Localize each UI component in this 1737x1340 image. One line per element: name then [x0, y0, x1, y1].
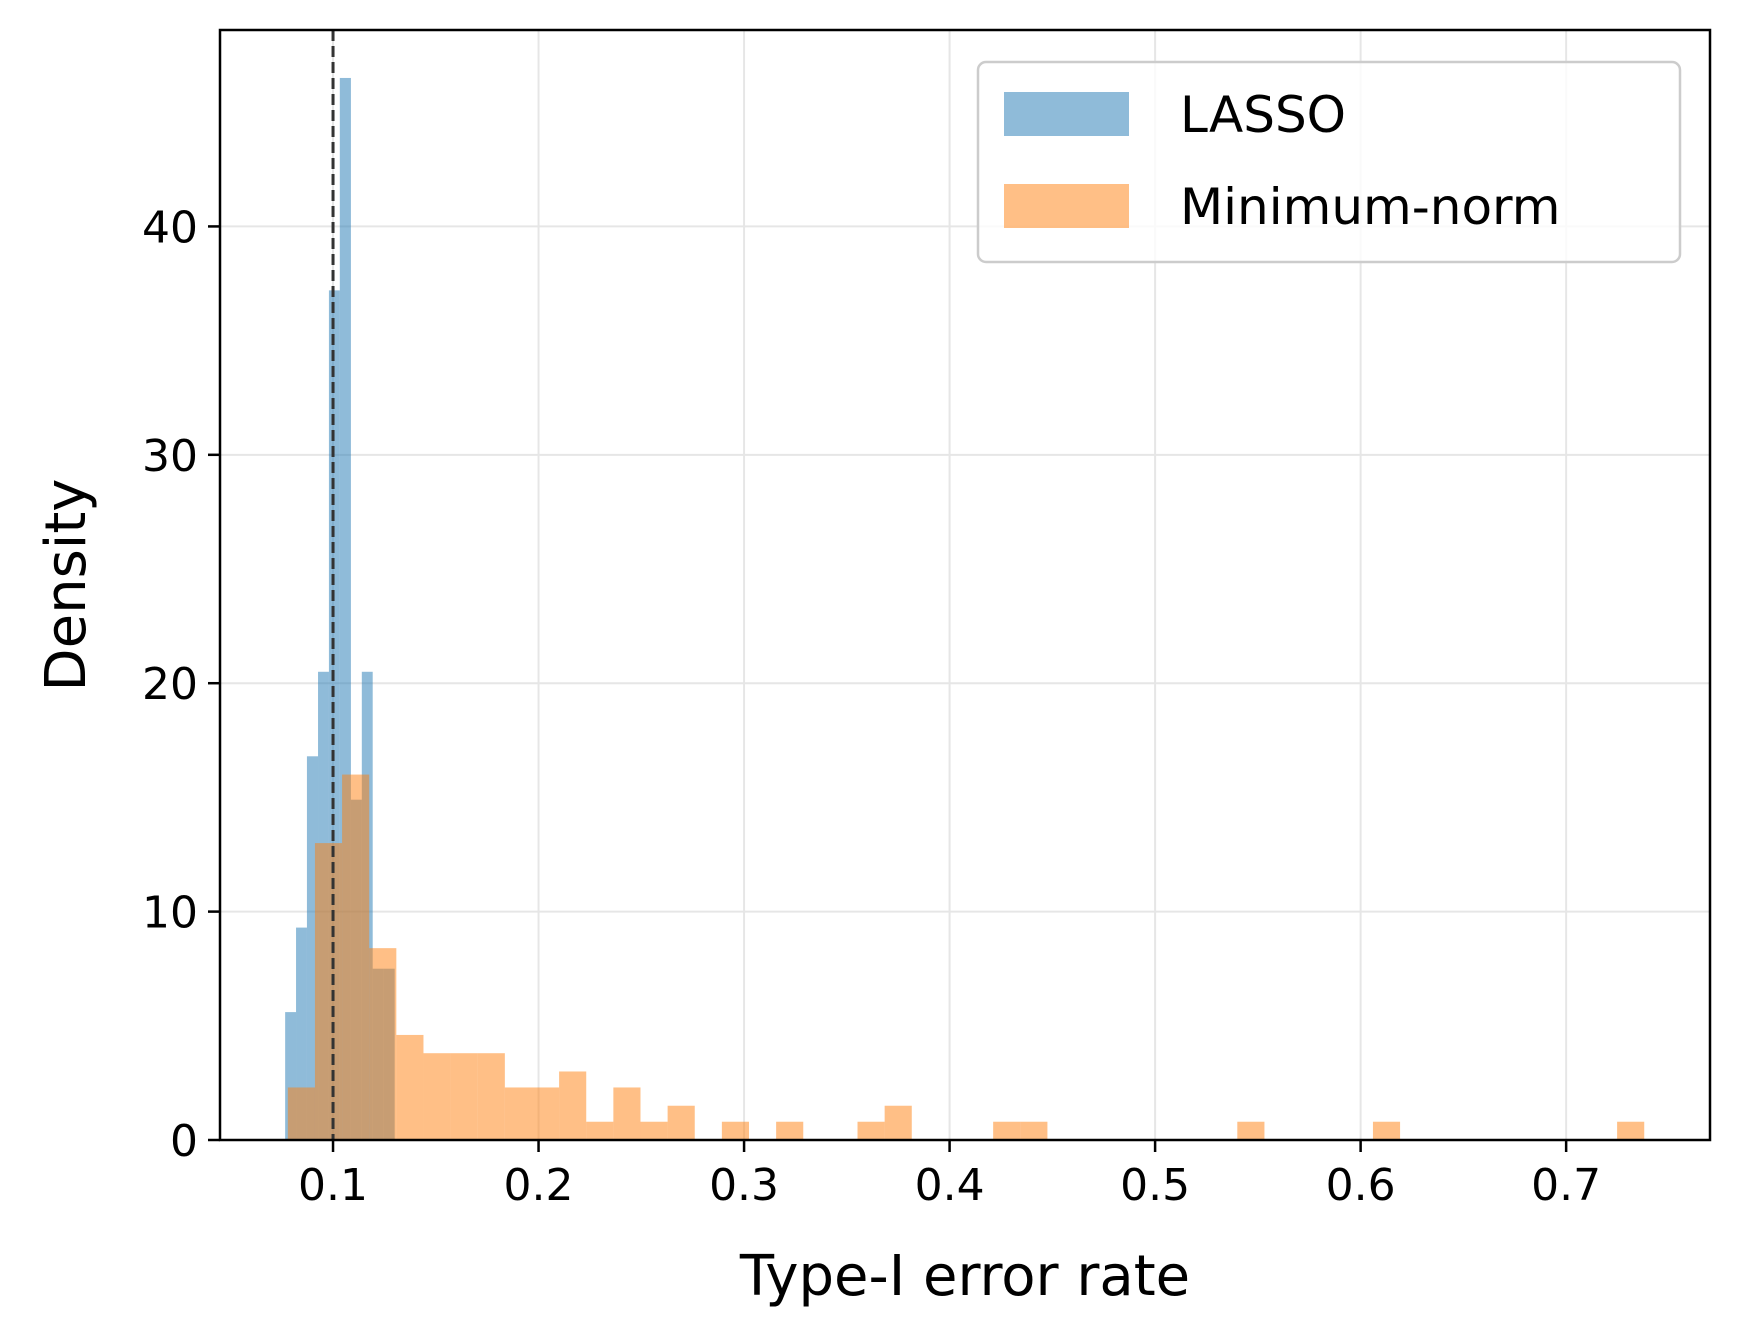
x-tick-label: 0.5	[1120, 1160, 1190, 1211]
histogram-bar	[559, 1071, 587, 1140]
histogram-bar	[531, 1087, 560, 1140]
x-tick-label: 0.1	[298, 1160, 368, 1211]
histogram-bar	[450, 1053, 478, 1140]
histogram-bar	[314, 843, 343, 1140]
histogram-bar	[369, 948, 397, 1140]
histogram-bar	[993, 1121, 1021, 1140]
x-axis-ticks: 0.1 0.2 0.3 0.4 0.5 0.6 0.7	[298, 1140, 1601, 1211]
x-tick-label: 0.2	[504, 1160, 574, 1211]
plot-frame	[218, 28, 1712, 1142]
histogram-bar	[721, 1121, 750, 1140]
x-tick-label: 0.7	[1531, 1160, 1601, 1211]
x-axis-label: Type-I error rate	[739, 1244, 1190, 1309]
histogram-bar	[1617, 1121, 1645, 1140]
histogram-bar	[287, 1087, 315, 1140]
histogram-bar	[423, 1053, 451, 1140]
y-tick-label: 40	[142, 202, 198, 253]
legend-label: LASSO	[1180, 86, 1346, 144]
y-tick-label: 20	[142, 659, 198, 710]
x-tick-label: 0.4	[915, 1160, 985, 1211]
histogram-bar	[477, 1053, 505, 1140]
y-axis-ticks: 0 10 20 30 40	[142, 202, 220, 1167]
histogram-bar	[342, 774, 370, 1140]
y-tick-label: 30	[142, 431, 198, 482]
y-tick-label: 10	[142, 888, 198, 939]
y-axis-label: Density	[34, 479, 99, 692]
histogram-bar	[857, 1121, 885, 1140]
histogram-bar	[296, 927, 307, 1140]
histogram-bar	[339, 77, 351, 1140]
histogram-bar	[776, 1121, 804, 1140]
histogram-bar	[1372, 1121, 1401, 1140]
histogram-bar	[504, 1087, 532, 1140]
histogram-bar	[640, 1121, 668, 1140]
histogram-bar	[586, 1121, 614, 1140]
legend: LASSO Minimum-norm	[976, 60, 1682, 264]
legend-box	[976, 60, 1682, 264]
minimum-norm-bars	[287, 774, 1645, 1140]
x-tick-label: 0.3	[709, 1160, 779, 1211]
histogram-bar	[884, 1105, 912, 1140]
x-tick-label: 0.6	[1326, 1160, 1396, 1211]
histogram-bar	[1020, 1121, 1048, 1140]
histogram-bar	[306, 756, 319, 1140]
histogram-bar	[1237, 1121, 1265, 1140]
histogram-bar	[667, 1105, 695, 1140]
histogram-bar	[396, 1034, 424, 1140]
histogram-bar	[285, 1012, 297, 1140]
legend-label: Minimum-norm	[1180, 178, 1560, 236]
histogram-bar	[613, 1087, 641, 1140]
legend-swatch	[1004, 92, 1129, 136]
y-tick-label: 0	[170, 1116, 198, 1167]
legend-swatch	[1004, 184, 1129, 228]
histogram-bar	[328, 290, 340, 1140]
